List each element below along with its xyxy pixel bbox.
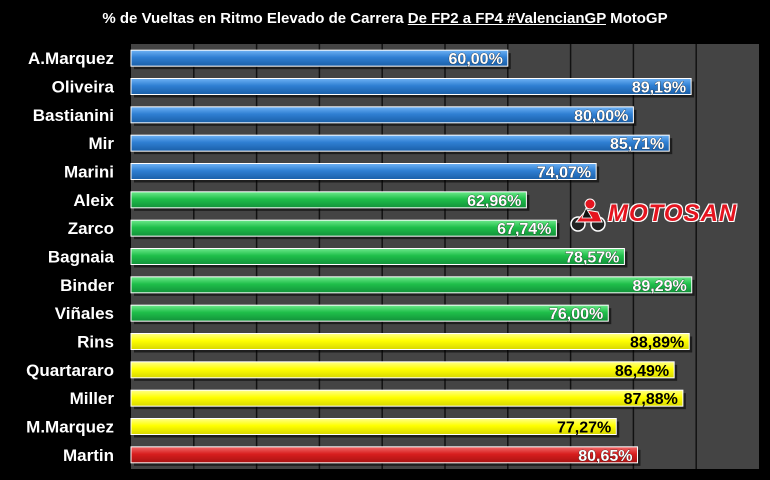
bar-martin <box>130 446 638 464</box>
value-label: 78,57% <box>565 250 619 267</box>
category-label: Marini <box>64 163 114 182</box>
value-label: 87,88% <box>624 391 678 408</box>
value-label: 80,00% <box>574 108 628 125</box>
category-label: A.Marquez <box>28 49 114 68</box>
bar-marini <box>130 163 597 180</box>
bar-aleix <box>130 191 527 209</box>
value-label: 67,74% <box>497 221 551 238</box>
bar-binder <box>130 276 693 294</box>
bars <box>130 49 695 466</box>
value-label: 89,19% <box>632 80 686 97</box>
title-suffix: MotoGP <box>605 10 668 27</box>
motosan-logo: MOTOSAN <box>568 196 758 232</box>
category-label: Bastianini <box>33 106 114 125</box>
value-label: 88,89% <box>630 335 684 352</box>
value-label: 74,07% <box>537 165 591 182</box>
bar-rins <box>130 333 690 350</box>
category-label: Oliveira <box>52 78 115 97</box>
value-label: 80,65% <box>578 448 632 465</box>
value-label: 76,00% <box>549 306 603 323</box>
bar-zarco <box>130 219 557 237</box>
value-label: 86,49% <box>615 363 669 380</box>
category-label: Zarco <box>68 219 114 238</box>
category-label: Binder <box>60 276 114 295</box>
value-label: 62,96% <box>467 193 521 210</box>
logo-text: MOTOSAN <box>608 200 738 227</box>
value-label: 89,29% <box>632 278 686 295</box>
bar-miller <box>130 389 684 407</box>
category-label: Viñales <box>55 304 114 323</box>
bar-quartararo <box>130 361 675 379</box>
title-prefix: % de Vueltas en Ritmo Elevado de Carrera <box>102 10 408 27</box>
bar-m-marquez <box>130 418 617 435</box>
chart-title: % de Vueltas en Ritmo Elevado de Carrera… <box>0 10 770 27</box>
value-label: 85,71% <box>610 136 664 153</box>
bar-oliveira <box>130 78 692 95</box>
category-label: M.Marquez <box>26 418 114 437</box>
bar-viñales <box>130 304 609 322</box>
category-label: Aleix <box>73 191 114 210</box>
category-label: Martin <box>63 446 114 465</box>
title-underlined: De FP2 a FP4 #ValencianGP <box>407 10 606 27</box>
category-label: Bagnaia <box>48 248 115 267</box>
category-label: Mir <box>89 134 115 153</box>
bar-bastianini <box>130 106 634 124</box>
bar-bagnaia <box>130 248 625 265</box>
value-label: 60,00% <box>449 51 503 68</box>
category-label: Rins <box>77 333 114 352</box>
category-label: Miller <box>70 389 115 408</box>
value-label: 77,27% <box>557 420 611 437</box>
category-label: Quartararo <box>26 361 114 380</box>
motorcycle-rider-icon <box>570 198 606 232</box>
bar-mir <box>130 134 670 152</box>
value-labels: 60,00% 89,19%80,00% 85,71% 74,07% 62,96% 67,7… <box>448 51 687 465</box>
bar-a-marquez <box>130 49 509 67</box>
category-labels: A.Marquez Oliveira Bastianini Mir Marini Alei… <box>26 49 114 465</box>
